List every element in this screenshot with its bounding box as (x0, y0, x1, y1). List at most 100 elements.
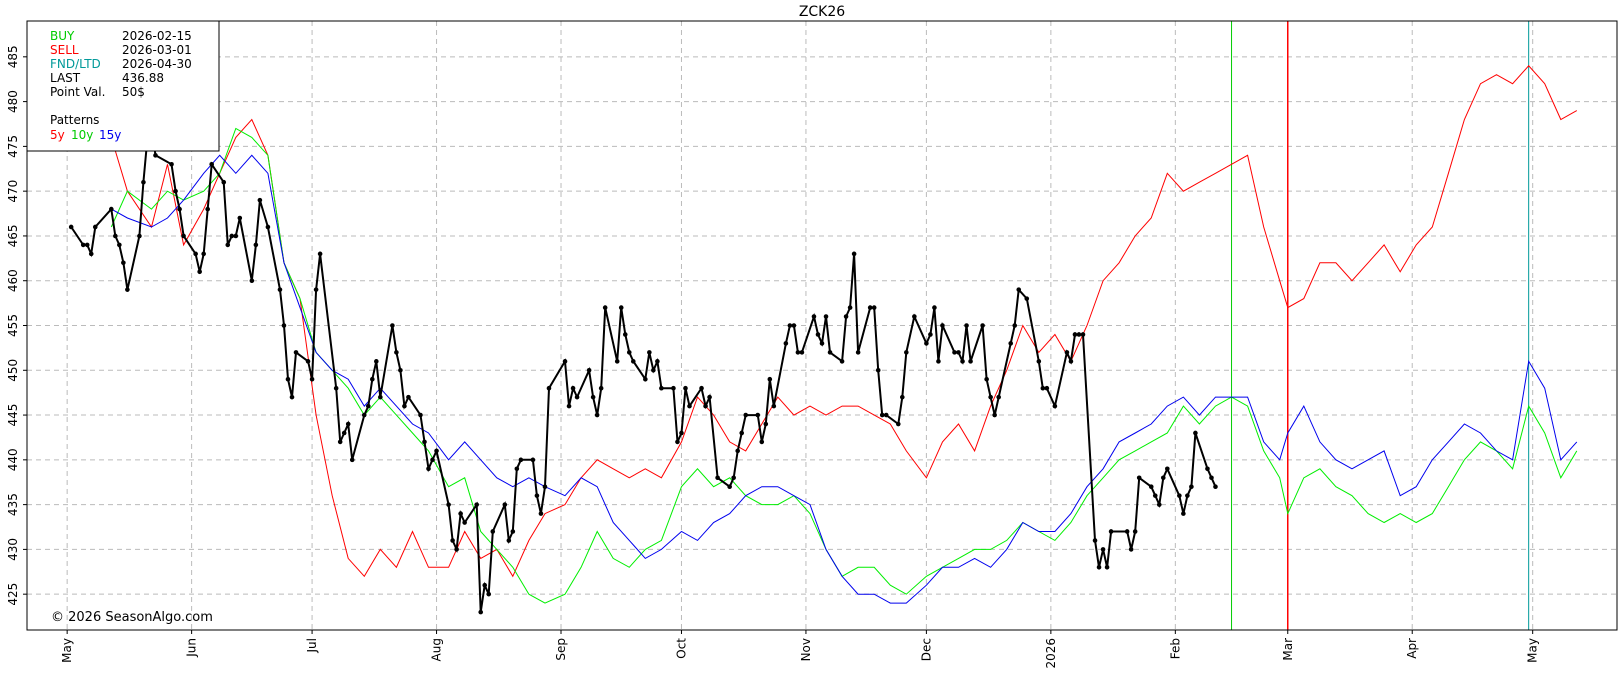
series-point-zck26 (1136, 475, 1142, 481)
legend-background (26, 20, 220, 152)
series-point-zck26 (823, 314, 829, 319)
series-point-zck26 (1213, 484, 1218, 490)
series-point-zck26 (566, 403, 572, 409)
series-point-zck26 (277, 287, 283, 292)
series-point-zck26 (562, 359, 568, 364)
series-point-zck26 (426, 466, 431, 472)
series-point-zck26 (113, 233, 118, 239)
series-point-zck26 (337, 439, 343, 445)
series-point-zck26 (731, 475, 736, 481)
y-tick-label: 425 (6, 583, 20, 606)
series-point-zck26 (992, 412, 997, 418)
series-point-zck26 (900, 394, 905, 400)
x-tick-label: Jul (305, 638, 319, 653)
copyright-notice: © 2026 SeasonAlgo.com (51, 610, 213, 625)
legend-patterns-heading: Patterns (50, 113, 99, 127)
series-point-zck26 (305, 359, 311, 364)
series-point-zck26 (743, 412, 749, 418)
series-point-zck26 (867, 305, 873, 310)
series-point-zck26 (265, 224, 271, 230)
series-point-zck26 (895, 421, 901, 427)
series-line-5y (110, 65, 1578, 578)
series-point-zck26 (510, 529, 516, 534)
y-tick-label: 455 (6, 314, 20, 337)
y-tick-label: 430 (6, 538, 20, 561)
series-point-zck26 (759, 439, 765, 445)
x-axis: May Jun Jul Aug Sep Oct Nov Dec 2026 Feb Mar Apr May (60, 630, 1540, 669)
series-point-zck26 (1064, 350, 1070, 355)
series-point-zck26 (739, 430, 744, 436)
series-point-zck26 (799, 350, 805, 355)
series-point-zck26 (1177, 493, 1182, 498)
series-point-zck26 (502, 502, 508, 507)
series-point-zck26 (193, 251, 198, 257)
series-point-zck26 (434, 448, 439, 454)
series-point-zck26 (454, 547, 459, 552)
x-tick-label: Mar (1281, 638, 1295, 661)
series-point-zck26 (586, 367, 592, 373)
series-point-zck26 (940, 323, 945, 328)
series-point-zck26 (879, 412, 885, 418)
legend-last-label: LAST (50, 71, 81, 85)
series-point-zck26 (458, 511, 463, 516)
series-line-zck26 (70, 124, 1217, 613)
series-point-zck26 (1080, 332, 1086, 337)
series-point-zck26 (293, 350, 299, 355)
series-point-zck26 (478, 609, 484, 615)
series-point-zck26 (88, 251, 94, 257)
series-point-zck26 (964, 323, 969, 328)
legend-fnd-label: FND/LTD (50, 57, 101, 71)
series-point-zck26 (402, 403, 407, 409)
series-point-zck26 (980, 323, 985, 328)
y-tick-label: 485 (6, 45, 20, 68)
series-point-zck26 (1152, 493, 1158, 498)
series-point-zck26 (1072, 332, 1078, 337)
series-point-zck26 (1052, 403, 1058, 409)
y-tick-label: 465 (6, 224, 20, 247)
series-point-zck26 (486, 591, 492, 597)
legend-fnd-value: 2026-04-30 (122, 57, 192, 71)
series-point-zck26 (153, 153, 158, 158)
series-point-zck26 (309, 376, 315, 382)
series-point-zck26 (1148, 484, 1154, 490)
plot-frame (26, 20, 1618, 631)
legend-pattern-5y: 5y (50, 128, 65, 142)
series-point-zck26 (715, 475, 720, 481)
series-point-zck26 (370, 376, 375, 382)
series-point-zck26 (988, 394, 993, 400)
series-point-zck26 (1108, 529, 1114, 534)
series-point-zck26 (542, 484, 548, 490)
series-point-zck26 (137, 233, 142, 239)
series-point-zck26 (1205, 466, 1210, 472)
series-point-zck26 (936, 359, 941, 364)
series-point-zck26 (361, 412, 367, 418)
series-point-zck26 (1160, 475, 1166, 481)
series-point-zck26 (703, 403, 708, 409)
legend-pointval-value: 50$ (122, 85, 145, 99)
series-point-zck26 (622, 332, 628, 337)
series-point-zck26 (594, 412, 600, 418)
series-point-zck26 (630, 359, 636, 364)
series-point-zck26 (1124, 529, 1130, 534)
series-point-zck26 (574, 394, 580, 400)
series-point-zck26 (249, 278, 255, 284)
series-point-zck26 (430, 457, 435, 463)
series-point-zck26 (125, 287, 130, 292)
series-point-zck26 (121, 260, 126, 266)
series-point-zck26 (996, 394, 1001, 400)
series-point-zck26 (1104, 565, 1110, 570)
series-point-zck26 (229, 233, 235, 239)
series-point-zck26 (875, 367, 881, 373)
series-point-zck26 (446, 502, 451, 507)
series-point-zck26 (795, 350, 801, 355)
series-point-zck26 (233, 233, 239, 239)
series-point-zck26 (317, 251, 323, 257)
series-point-zck26 (1036, 359, 1042, 364)
legend-pointval-label: Point Val. (50, 85, 105, 99)
series-point-zck26 (534, 493, 540, 498)
series-point-zck26 (679, 430, 684, 436)
y-tick-label: 475 (6, 135, 20, 158)
series-point-zck26 (181, 233, 186, 239)
series-point-zck26 (506, 538, 512, 543)
x-tick-label: Nov (799, 638, 813, 661)
